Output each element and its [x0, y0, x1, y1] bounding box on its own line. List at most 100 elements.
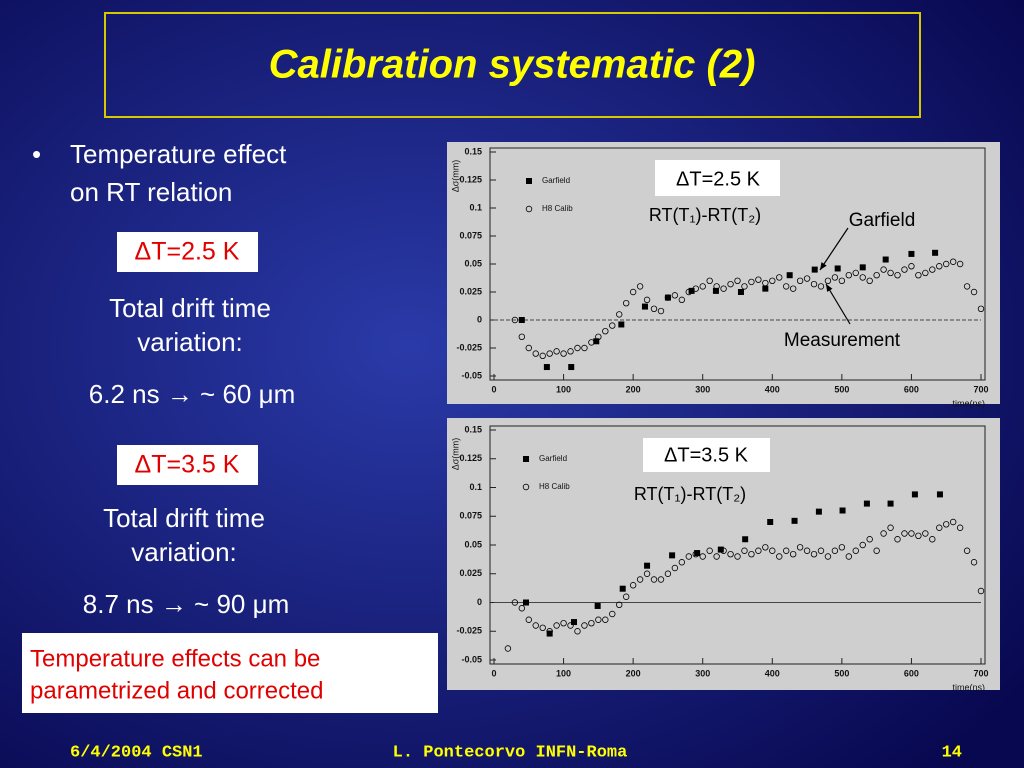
point-square — [762, 285, 769, 292]
point-circle — [762, 544, 769, 551]
y-tick-label: 0.05 — [464, 539, 482, 549]
y-tick-label: -0.05 — [461, 370, 482, 380]
x-tick-label: 400 — [765, 384, 780, 394]
point-circle — [713, 553, 720, 560]
point-circle — [880, 266, 887, 273]
point-square — [811, 266, 818, 273]
x-tick-label: 600 — [904, 668, 919, 678]
point-circle — [852, 269, 859, 277]
point-circle — [845, 553, 853, 560]
point-circle — [970, 559, 978, 566]
point-circle — [769, 277, 776, 284]
bullet-text: on RT relation — [70, 177, 232, 207]
point-circle — [748, 551, 755, 558]
point-circle — [595, 616, 602, 623]
point-circle — [706, 277, 713, 284]
point-square — [712, 287, 719, 294]
point-circle — [810, 551, 818, 558]
x-tick-label: 700 — [973, 668, 988, 678]
point-circle — [880, 530, 887, 537]
point-circle — [685, 288, 692, 296]
point-square — [908, 250, 915, 257]
point-circle — [859, 274, 866, 281]
y-tick-label: 0.075 — [459, 230, 482, 240]
point-circle — [894, 536, 901, 543]
point-circle — [789, 285, 797, 292]
point-circle — [803, 275, 811, 282]
point-square — [669, 552, 676, 559]
point-circle — [783, 283, 790, 290]
point-circle — [602, 328, 609, 335]
point-circle — [699, 283, 706, 290]
point-circle — [915, 272, 922, 279]
point-square — [737, 289, 744, 295]
point-circle — [887, 524, 894, 531]
point-circle — [567, 622, 574, 629]
point-circle — [539, 624, 546, 631]
point-circle — [748, 278, 755, 286]
point-square — [593, 338, 600, 345]
x-tick-label: 500 — [834, 668, 849, 678]
x-tick-label: 200 — [626, 668, 641, 678]
legend-marker — [525, 205, 533, 213]
legend-marker — [523, 456, 529, 462]
block-text: Total drift time — [109, 293, 271, 323]
point-circle — [539, 352, 546, 360]
x-axis-label: time(ns) — [952, 682, 985, 692]
point-circle — [796, 277, 804, 284]
footer-page: 14 — [942, 743, 962, 762]
x-tick-label: 700 — [973, 384, 988, 394]
point-square — [882, 256, 889, 263]
point-circle — [525, 616, 532, 623]
point-circle — [532, 622, 539, 629]
y-axis-label: Δσ(mm) — [450, 438, 460, 471]
point-circle — [664, 294, 672, 301]
block-text: Total drift time — [103, 503, 265, 533]
y-tick-label: 0.1 — [469, 202, 482, 212]
point-circle — [553, 622, 560, 629]
point-circle — [831, 547, 839, 554]
annotation-box — [643, 438, 770, 472]
point-circle — [824, 553, 832, 560]
point-circle — [873, 272, 880, 279]
point-circle — [636, 283, 644, 290]
point-circle — [560, 620, 567, 627]
point-circle — [588, 620, 595, 627]
point-circle — [511, 316, 519, 324]
point-circle — [511, 599, 519, 606]
bullet-text: Temperature effect — [70, 139, 287, 169]
delta-label: ΔT=2.5 K — [135, 238, 240, 266]
point-circle — [518, 605, 526, 612]
x-tick-label: 0 — [491, 384, 496, 394]
point-circle — [922, 530, 929, 537]
delta-box — [117, 232, 258, 272]
point-square — [767, 519, 774, 525]
legend-label: H8 Calib — [539, 482, 570, 491]
y-tick-label: 0.025 — [459, 286, 482, 296]
point-circle — [943, 260, 950, 268]
title-box — [104, 12, 921, 118]
point-circle — [908, 530, 915, 537]
point-circle — [936, 524, 943, 531]
point-circle — [609, 610, 616, 618]
point-circle — [692, 551, 699, 558]
point-circle — [803, 547, 811, 554]
point-circle — [602, 616, 609, 623]
x-tick-label: 200 — [626, 384, 641, 394]
point-circle — [817, 283, 825, 290]
point-circle — [963, 283, 971, 290]
point-circle — [929, 266, 936, 273]
point-circle — [762, 279, 769, 287]
point-circle — [859, 541, 866, 549]
point-circle — [595, 333, 602, 340]
point-circle — [588, 339, 595, 346]
point-circle — [755, 547, 762, 554]
arrow-head — [826, 284, 833, 292]
legend-marker — [526, 178, 532, 184]
point-circle — [831, 274, 839, 281]
y-tick-label: 0.15 — [464, 424, 482, 434]
point-circle — [574, 344, 581, 352]
note-text: Temperature effects can be — [30, 645, 320, 672]
point-circle — [629, 288, 637, 296]
point-circle — [692, 285, 699, 292]
